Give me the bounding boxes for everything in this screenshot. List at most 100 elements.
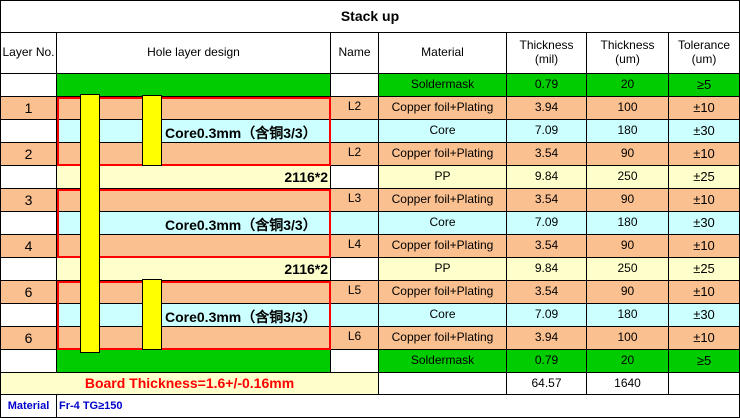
layer-name-cell [331,74,379,97]
thickness-um-cell: 90 [587,189,669,212]
material-value: Fr-4 TG≥150 [59,399,123,412]
tolerance-cell: ±10 [669,281,740,304]
layer-name-cell [331,120,379,143]
hole-design-cell [57,74,331,97]
tolerance-cell: ±10 [669,97,740,120]
tolerance-cell: ±10 [669,327,740,350]
thickness-mil-cell: 7.09 [507,212,587,235]
core-label: Core0.3mm（含铜3/3） [165,309,317,325]
thickness-um-cell: 90 [587,235,669,258]
thickness-um-cell: 180 [587,120,669,143]
material-cell: PP [379,166,507,189]
tolerance-cell: ±30 [669,212,740,235]
total-thickness-mil: 64.57 [507,373,587,395]
thickness-um-cell: 180 [587,304,669,327]
buried-via [142,279,162,350]
material-cell: Soldermask [379,74,507,97]
layer-name-cell [331,350,379,373]
hole-design-cell [57,166,331,189]
material-cell: Core [379,304,507,327]
header-thickness-mil: Thickness (mil) [507,33,587,74]
layer-name-cell: L4 [331,235,379,258]
material-cell: Copper foil+Plating [379,143,507,166]
layer-name-cell: L6 [331,327,379,350]
thickness-mil-cell: 7.09 [507,304,587,327]
tolerance-cell: ±10 [669,189,740,212]
tolerance-cell: ±30 [669,120,740,143]
layer-name-cell: L2 [331,97,379,120]
material-cell: Soldermask [379,350,507,373]
layer-name-cell [331,212,379,235]
thickness-um-cell: 90 [587,281,669,304]
thickness-mil-cell: 9.84 [507,258,587,281]
table-title: Stack up [1,1,740,33]
material-cell: Copper foil+Plating [379,189,507,212]
header-name: Name [331,33,379,74]
thickness-um-cell: 20 [587,74,669,97]
thickness-um-cell: 180 [587,212,669,235]
prepreg-label: 2116*2 [284,169,328,185]
material-label: Material [7,399,50,412]
tolerance-cell: ±10 [669,143,740,166]
header-thickness-um: Thickness (um) [587,33,669,74]
material-cell: Copper foil+Plating [379,97,507,120]
tolerance-cell: ±30 [669,304,740,327]
layer-number-cell [1,212,57,235]
thickness-mil-cell: 9.84 [507,166,587,189]
thickness-mil-cell: 3.94 [507,97,587,120]
core-label: Core0.3mm（含铜3/3） [165,217,317,233]
tolerance-cell: ≥5 [669,350,740,373]
header-layer-no: Layer No. [1,33,57,74]
thickness-um-cell: 250 [587,258,669,281]
buried-via [142,95,162,166]
material-cell: PP [379,258,507,281]
material-value-cell: Fr-4 TG≥150 [57,395,740,418]
layer-number-cell [1,350,57,373]
thickness-mil-cell: 7.09 [507,120,587,143]
material-cell: Copper foil+Plating [379,235,507,258]
hole-design-cell [57,350,331,373]
material-cell: Copper foil+Plating [379,281,507,304]
board-thickness-cell: Board Thickness=1.6+/-0.16mm [1,373,379,395]
material-cell: Core [379,120,507,143]
prepreg-label: 2116*2 [284,261,328,277]
layer-number-cell: 6 [1,327,57,350]
material-label-cell: Material [1,395,57,418]
hole-design-cell [57,258,331,281]
thickness-mil-cell: 3.54 [507,235,587,258]
material-cell: Copper foil+Plating [379,327,507,350]
layer-number-cell: 1 [1,97,57,120]
total-material-cell [379,373,507,395]
thickness-mil-cell: 3.54 [507,143,587,166]
thickness-mil-cell: 3.54 [507,281,587,304]
header-hole-layer-design: Hole layer design [57,33,331,74]
core-label: Core0.3mm（含铜3/3） [165,125,317,141]
layer-name-cell: L3 [331,189,379,212]
layer-name-cell [331,258,379,281]
material-cell: Core [379,212,507,235]
layer-number-cell: 3 [1,189,57,212]
board-thickness-text: Board Thickness=1.6+/-0.16mm [84,375,295,392]
tolerance-cell: ≥5 [669,74,740,97]
thickness-um-cell: 20 [587,350,669,373]
thickness-um-cell: 250 [587,166,669,189]
layer-name-cell: L2 [331,143,379,166]
thickness-mil-cell: 0.79 [507,74,587,97]
tolerance-cell: ±10 [669,235,740,258]
thickness-um-cell: 100 [587,97,669,120]
thickness-um-cell: 100 [587,327,669,350]
total-thickness-um: 1640 [587,373,669,395]
layer-number-cell: 2 [1,143,57,166]
layer-number-cell: 4 [1,235,57,258]
layer-name-cell [331,304,379,327]
layer-number-cell [1,258,57,281]
layer-number-cell [1,74,57,97]
layer-number-cell [1,166,57,189]
thickness-mil-cell: 3.54 [507,189,587,212]
tolerance-cell: ±25 [669,258,740,281]
layer-number-cell [1,304,57,327]
total-tolerance-cell [669,373,740,395]
layer-number-cell [1,120,57,143]
through-hole-via [80,94,100,353]
